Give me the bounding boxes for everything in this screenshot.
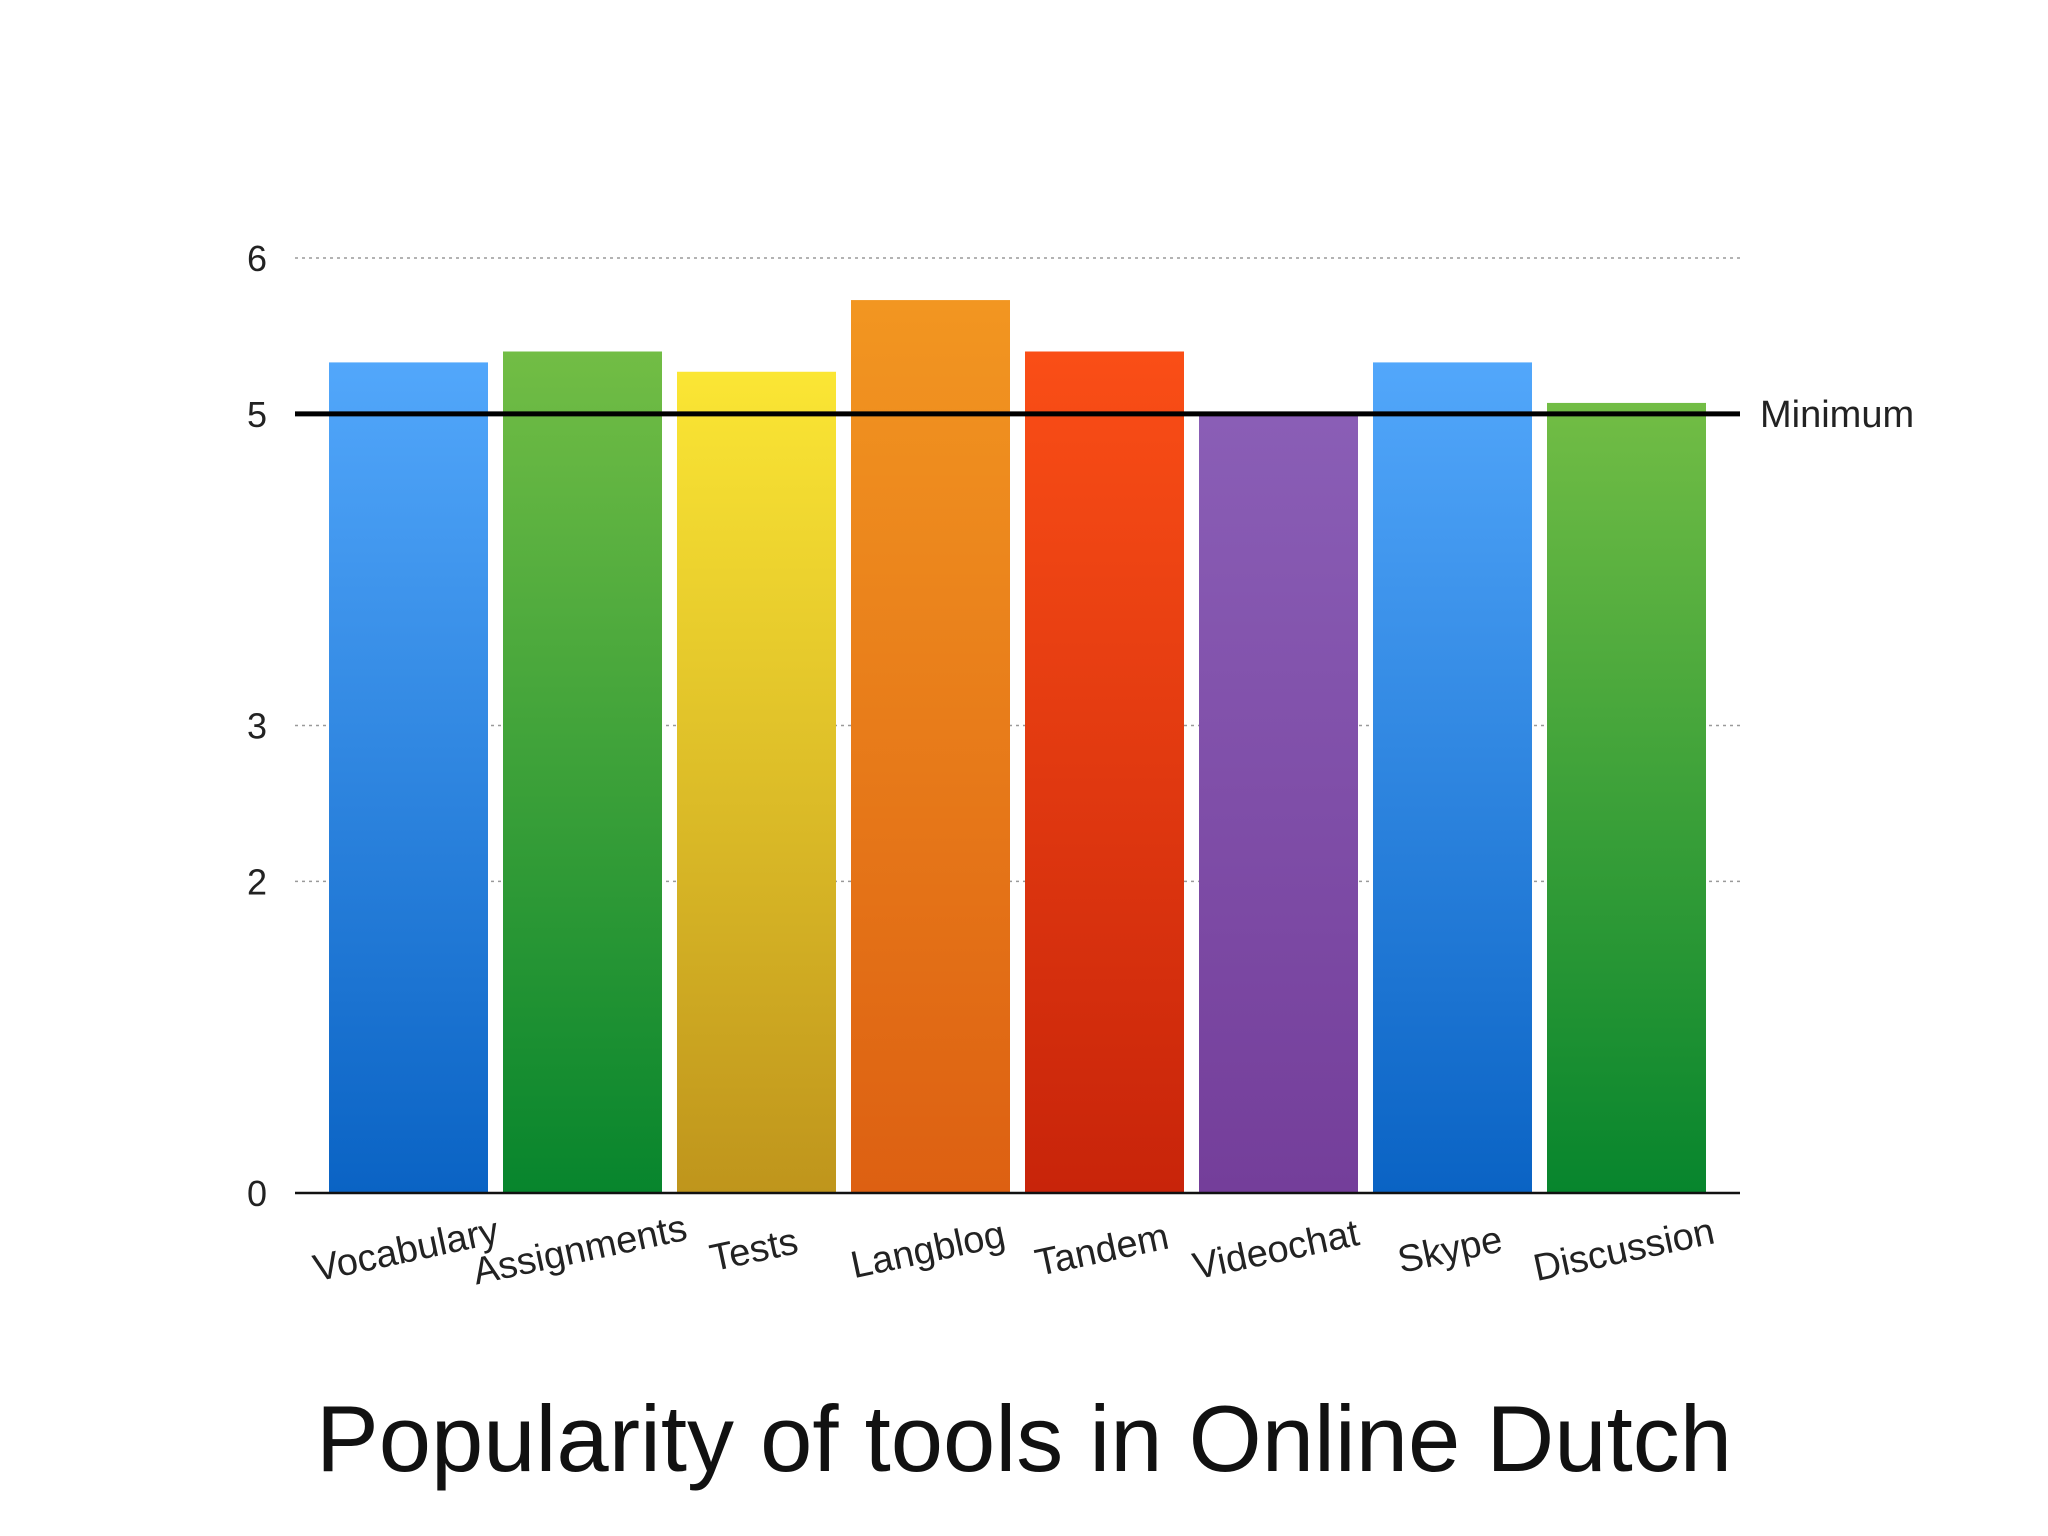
- y-tick-label: 0: [247, 1173, 267, 1214]
- bar-langblog: [851, 300, 1010, 1193]
- x-tick-label: Langblog: [847, 1213, 1009, 1287]
- y-tick-label: 6: [247, 238, 267, 279]
- bar-videochat: [1199, 413, 1358, 1193]
- bar-assignments: [503, 351, 662, 1193]
- bar-discussion: [1547, 402, 1706, 1193]
- x-tick-label: Videochat: [1189, 1212, 1363, 1288]
- bar-skype: [1373, 362, 1532, 1193]
- x-tick-label: Tests: [706, 1220, 801, 1280]
- x-tick-label: Skype: [1394, 1219, 1506, 1282]
- reference-line-group: Minimum: [295, 394, 1914, 436]
- x-tick-label: Discussion: [1530, 1211, 1718, 1290]
- x-tick-label: Vocabulary: [310, 1210, 503, 1290]
- chart-title: Popularity of tools in Online Dutch: [316, 1386, 1732, 1491]
- bar-vocabulary: [329, 362, 488, 1193]
- y-tick-label: 3: [247, 706, 267, 747]
- x-tick-label: Assignments: [469, 1207, 691, 1293]
- bars: [329, 300, 1706, 1194]
- bar-tests: [677, 371, 836, 1194]
- y-tick-label: 5: [247, 394, 267, 435]
- bar-tandem: [1025, 351, 1184, 1193]
- minimum-reference-label: Minimum: [1760, 394, 1914, 436]
- y-tick-label: 2: [247, 861, 267, 902]
- x-tick-label: Tandem: [1032, 1216, 1173, 1285]
